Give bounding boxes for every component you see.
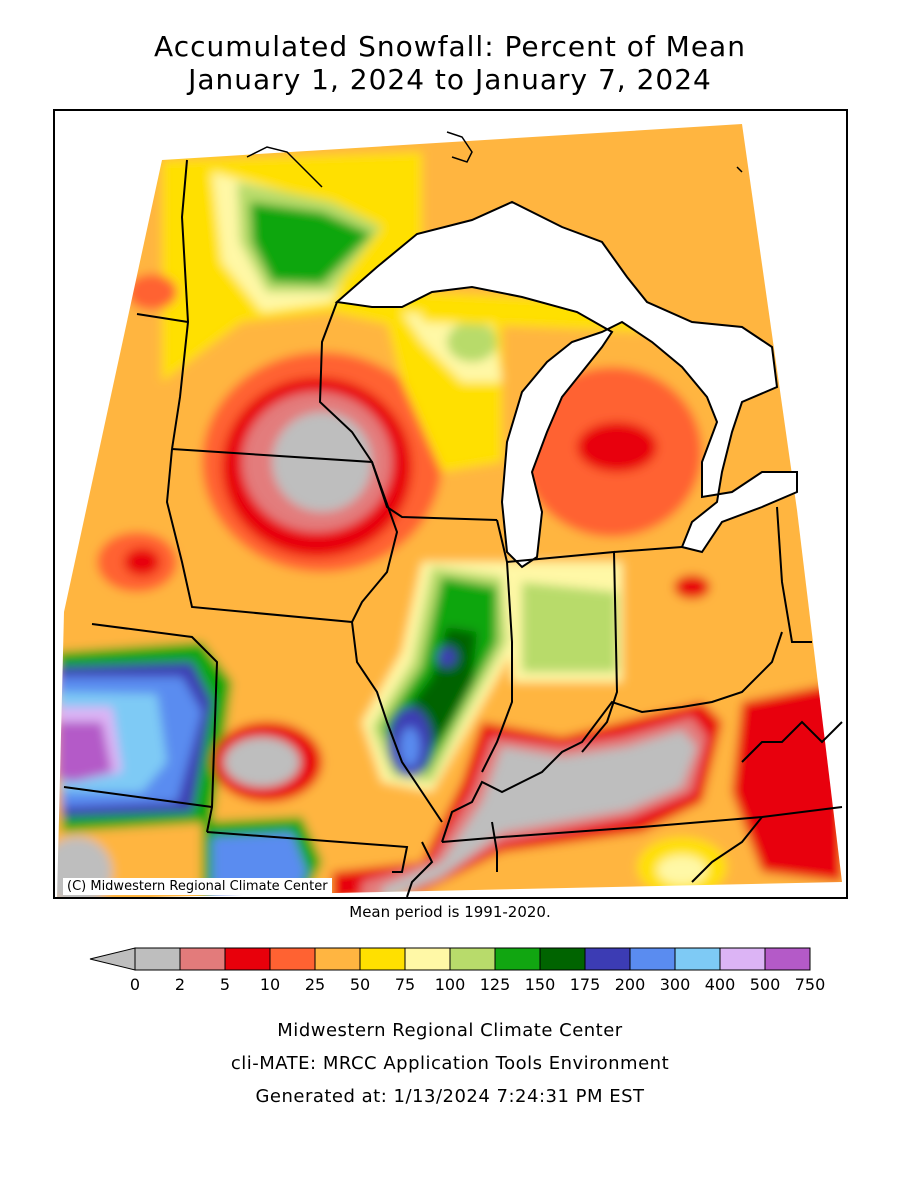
boundary-mo-ar: [206, 831, 409, 873]
map-title: Accumulated Snowfall: Percent of Mean: [154, 30, 746, 63]
state-boundaries: [63, 159, 843, 897]
legend-labels: 0 2 5 10 25 50 75 100 125 150 175 200 300 400 500 750: [130, 975, 825, 994]
legend-tick-label: 400: [705, 975, 736, 994]
canada-shoreline: [246, 131, 743, 188]
boundary-nc: [691, 816, 763, 883]
contour-500-750: [57, 722, 112, 782]
copyright-label: (C) Midwestern Regional Climate Center: [63, 878, 332, 895]
legend-swatch: [269, 947, 316, 971]
legend-tick-label: 10: [260, 975, 280, 994]
legend-tick-label: 5: [220, 975, 230, 994]
boundary-tn-river: [491, 821, 498, 872]
contour-0-2: [224, 737, 300, 787]
map-date-range: January 1, 2024 to January 7, 2024: [188, 63, 712, 96]
legend-tick-label: 75: [395, 975, 415, 994]
contour-5-10: [577, 422, 657, 472]
footer-generated-at: Generated at: 1/13/2024 7:24:31 PM EST: [255, 1086, 645, 1107]
boundary-mississippi: [350, 461, 443, 823]
boundary-ky-tn: [441, 806, 843, 843]
color-legend: 0 2 5 10 25 50 75 100 125 150 175 200 300 400 500 750: [89, 947, 825, 994]
legend-tick-label: 300: [660, 975, 691, 994]
contour-100-125: [447, 322, 497, 362]
contour-10-25: [127, 274, 177, 310]
legend-swatches: [89, 947, 811, 971]
legend-swatch: [404, 947, 451, 971]
shoreline-fragment: [246, 146, 323, 188]
boundary-in-oh: [506, 550, 619, 753]
shoreline-fragment: [736, 166, 743, 173]
legend-tick-label: 100: [435, 975, 466, 994]
legend-swatch: [449, 947, 496, 971]
shoreline-fragment: [446, 131, 473, 163]
footer-organization: Midwestern Regional Climate Center: [277, 1020, 623, 1041]
legend-tick-label: 25: [305, 975, 325, 994]
legend-swatch: [764, 947, 811, 971]
legend-swatch: [494, 947, 541, 971]
boundary-ia-west: [165, 448, 353, 623]
boundary-ks-ok: [63, 786, 213, 808]
contour-5-10: [124, 548, 160, 576]
legend-tick-label: 150: [525, 975, 556, 994]
legend-tick-label: 200: [615, 975, 646, 994]
legend-tick-label: 175: [570, 975, 601, 994]
boundary-oh-pa: [776, 506, 812, 643]
legend-below-arrow: [89, 947, 136, 971]
contour-75-100: [657, 855, 707, 885]
snowfall-map: [57, 124, 843, 897]
contour-100-125: [522, 582, 617, 672]
legend-swatch: [674, 947, 721, 971]
boundary-mi-oh: [613, 546, 683, 553]
legend-swatch: [134, 947, 181, 971]
boundary-nd-sd: [136, 313, 189, 323]
contour-0-2: [272, 412, 372, 512]
legend-swatch: [719, 947, 766, 971]
legend-tick-label: 2: [175, 975, 185, 994]
legend-swatch: [629, 947, 676, 971]
contour-175-200: [437, 647, 457, 667]
boundary-mn-wi: [318, 301, 373, 463]
boundary-ne-ks-mo: [91, 623, 219, 833]
boundary-mn-ia-wi: [171, 448, 498, 521]
contour-5-10: [732, 682, 842, 882]
legend-tick-label: 500: [750, 975, 781, 994]
legend-tick-label: 750: [795, 975, 826, 994]
footer-tool-name: cli-MATE: MRCC Application Tools Environ…: [230, 1053, 670, 1074]
legend-tick-label: 50: [350, 975, 370, 994]
contour-125-150: [250, 202, 372, 284]
contour-5-10: [674, 575, 710, 599]
boundary-il-in: [481, 519, 513, 773]
legend-swatch: [224, 947, 271, 971]
legend-tick-label: 125: [480, 975, 511, 994]
legend-swatch: [359, 947, 406, 971]
legend-swatch: [179, 947, 226, 971]
contour-0-2: [382, 730, 697, 897]
legend-swatch: [539, 947, 586, 971]
lake-shoreline: [334, 200, 798, 569]
boundary-wv-va: [741, 720, 843, 763]
mean-period-note: Mean period is 1991-2020.: [349, 903, 551, 921]
legend-swatch: [584, 947, 631, 971]
boundary-mo-bootheel: [406, 841, 434, 897]
legend-tick-label: 0: [130, 975, 140, 994]
great-lakes: [334, 200, 798, 569]
map-frame: (C) Midwestern Regional Climate Center: [53, 109, 848, 899]
legend-swatch: [314, 947, 361, 971]
contour-200-300: [400, 727, 420, 767]
boundary-ohio-river: [441, 631, 783, 843]
